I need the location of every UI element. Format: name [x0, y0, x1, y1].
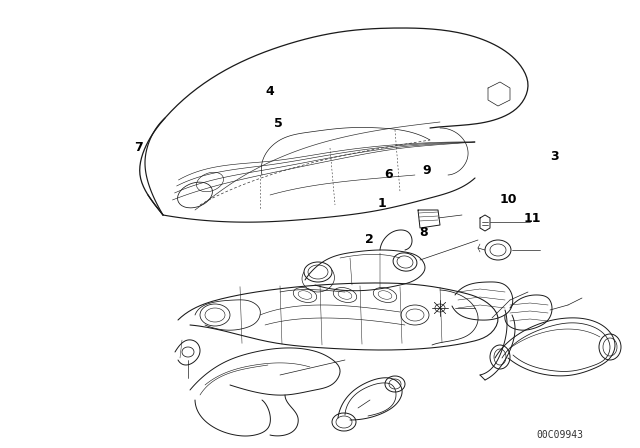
Text: 2: 2 — [365, 233, 374, 246]
Text: 10: 10 — [499, 193, 516, 206]
Text: 3: 3 — [550, 150, 559, 164]
Text: 7: 7 — [134, 141, 143, 155]
Text: 6: 6 — [384, 168, 392, 181]
Text: 11: 11 — [524, 212, 541, 225]
Text: 1: 1 — [378, 197, 387, 211]
Text: 4: 4 — [266, 85, 275, 99]
Text: 00C09943: 00C09943 — [536, 430, 584, 440]
Text: 9: 9 — [422, 164, 431, 177]
Text: 5: 5 — [274, 116, 283, 130]
Text: 8: 8 — [419, 226, 428, 240]
